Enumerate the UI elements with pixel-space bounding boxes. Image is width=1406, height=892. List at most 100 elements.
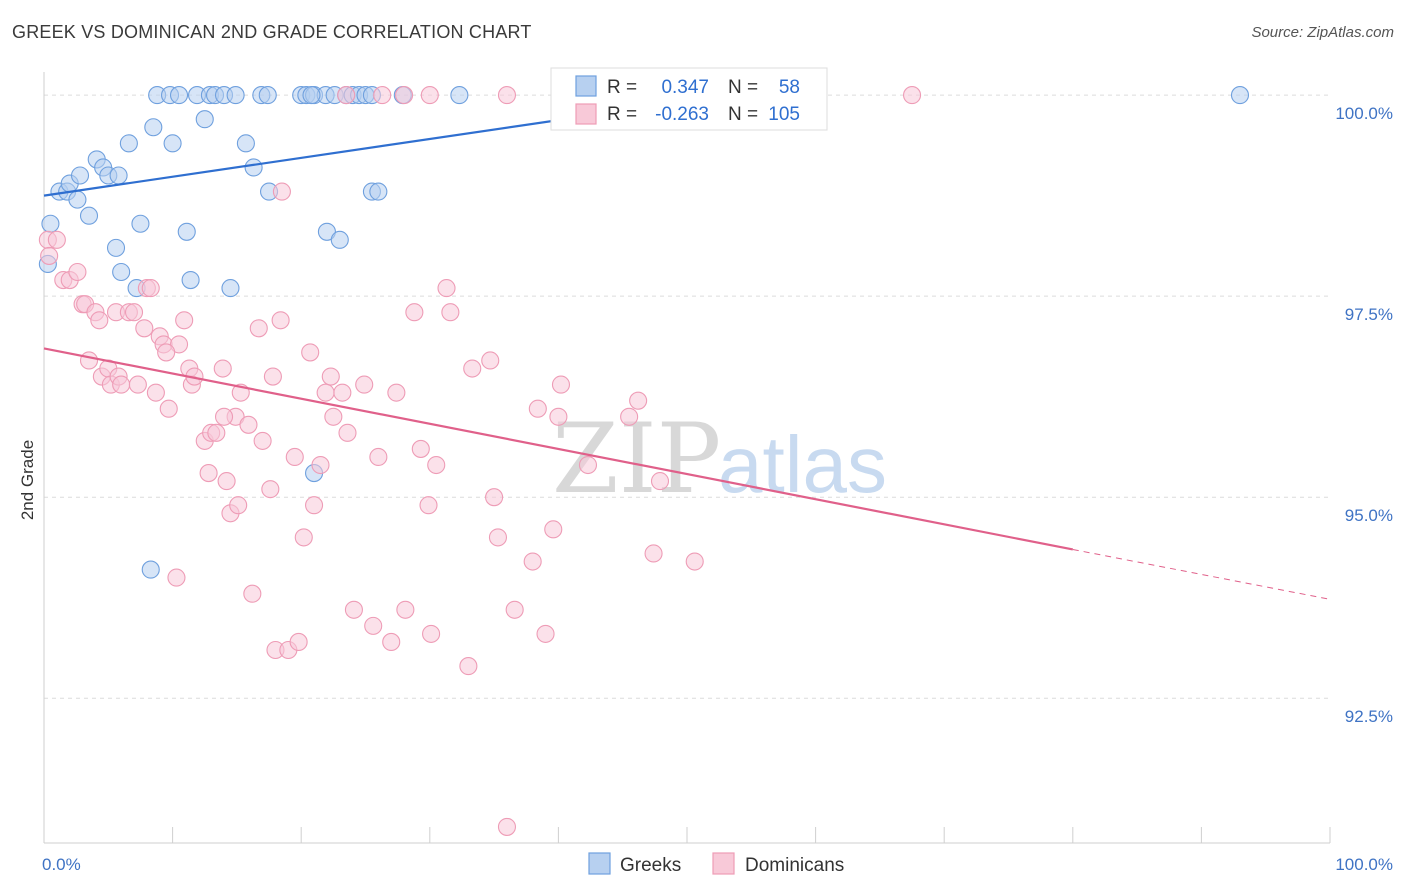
dominicans-point [488, 528, 508, 547]
greeks-point [181, 271, 200, 290]
dominicans-point [324, 407, 343, 426]
dominicans-point [437, 279, 456, 298]
source-label: Source: ZipAtlas.com [1251, 24, 1394, 41]
dominicans-point [523, 552, 542, 571]
dominicans-point [239, 415, 258, 434]
dominicans-point [199, 464, 218, 483]
dominicans-point [167, 568, 186, 587]
dominicans-r-value: -0.263 [655, 104, 709, 125]
greeks-point [244, 158, 263, 177]
greeks-point [141, 560, 160, 579]
axes [43, 72, 1331, 844]
dominicans-point [629, 391, 648, 410]
dominicans-point [207, 423, 226, 442]
dominicans-point [411, 439, 430, 458]
greeks-point [68, 190, 87, 209]
greeks-n-label: N = [728, 77, 758, 98]
dominicans-point [157, 343, 176, 362]
dominicans-point [528, 399, 547, 418]
y-tick-label: 92.5% [1345, 707, 1393, 726]
dominicans-point [217, 472, 236, 491]
dominicans-point [505, 600, 524, 619]
greeks-point [302, 86, 321, 105]
dominicans-point [305, 496, 324, 515]
dominicans-point [301, 343, 320, 362]
greeks-point [195, 110, 214, 129]
dominicans-point [355, 375, 374, 394]
greeks-point [221, 279, 240, 298]
dominicans-point [229, 496, 248, 515]
dominicans-point [141, 279, 160, 298]
trend-lines [43, 96, 1331, 600]
dominicans-point [420, 86, 439, 105]
dominicans-point [272, 182, 291, 201]
dominicans-point [249, 319, 268, 338]
greeks-r-value: 0.347 [661, 77, 709, 98]
greeks-point [450, 86, 469, 105]
dominicans-point [685, 552, 704, 571]
dominicans-point [169, 335, 189, 354]
dominicans-point [90, 311, 109, 330]
dominicans-legend-label: Dominicans [745, 855, 844, 876]
dominicans-point [175, 311, 194, 330]
y-tick-label: 97.5% [1345, 305, 1393, 324]
greeks-point [144, 118, 163, 137]
dominicans-point [551, 375, 571, 394]
dominicans-point [549, 407, 568, 426]
dominicans-point [395, 86, 414, 105]
dominicans-point [124, 303, 144, 322]
dominicans-point [263, 367, 282, 386]
dominicans-point [544, 520, 563, 539]
tick-labels: 92.5% 95.0% 97.5% 100.0% 0.0% 100.0% [42, 104, 1393, 874]
dominicans-stats-swatch [575, 103, 597, 125]
dominicans-point [333, 383, 352, 402]
greeks-point [163, 134, 182, 153]
dominicans-point [364, 616, 383, 635]
dominicans-point [338, 423, 357, 442]
dominicans-point [644, 544, 663, 563]
greeks-point [41, 214, 60, 233]
dominicans-point [536, 624, 555, 643]
greeks-r-label: R = [607, 77, 637, 98]
dominicans-point [68, 262, 87, 282]
series-legend: Greeks Dominicans [588, 852, 844, 876]
greeks-point [226, 86, 245, 105]
greeks-point [317, 222, 336, 241]
dominicans-point [135, 319, 154, 338]
greeks-stats-swatch [575, 75, 597, 97]
dominicans-point [463, 359, 482, 378]
dominicans-point [344, 600, 363, 619]
greeks-point [369, 182, 388, 201]
x-tick-label: 100.0% [1335, 855, 1393, 874]
dominicans-point [485, 488, 504, 507]
y-axis-label: 2nd Grade [18, 440, 37, 520]
y-tick-label: 95.0% [1345, 506, 1393, 525]
dominicans-n-label: N = [728, 104, 758, 125]
dominicans-point [405, 303, 424, 322]
greeks-point [109, 166, 128, 185]
x-tick-label: 0.0% [42, 855, 81, 874]
dominicans-point [387, 383, 406, 402]
dominicans-trend-line [43, 347, 1074, 551]
greeks-point [106, 238, 126, 257]
dominicans-legend-swatch [712, 852, 735, 875]
dominicans-point [40, 246, 59, 265]
dominicans-point [427, 455, 446, 475]
dominicans-trend-extension [1072, 548, 1331, 600]
dominicans-point [285, 447, 304, 467]
dominicans-point [419, 496, 438, 515]
dominicans-point [79, 351, 99, 370]
chart-title: GREEK VS DOMINICAN 2ND GRADE CORRELATION… [12, 22, 532, 42]
dominicans-point [422, 624, 441, 643]
greeks-point [169, 86, 189, 105]
dominicans-point [650, 472, 670, 491]
dominicans-point [112, 375, 131, 394]
dominicans-point [902, 86, 922, 105]
y-tick-label: 100.0% [1335, 104, 1393, 123]
dominicans-point [311, 455, 330, 475]
dominicans-point [128, 375, 147, 394]
dominicans-point [373, 86, 392, 105]
dominicans-point [497, 817, 517, 836]
greeks-point [79, 206, 99, 225]
